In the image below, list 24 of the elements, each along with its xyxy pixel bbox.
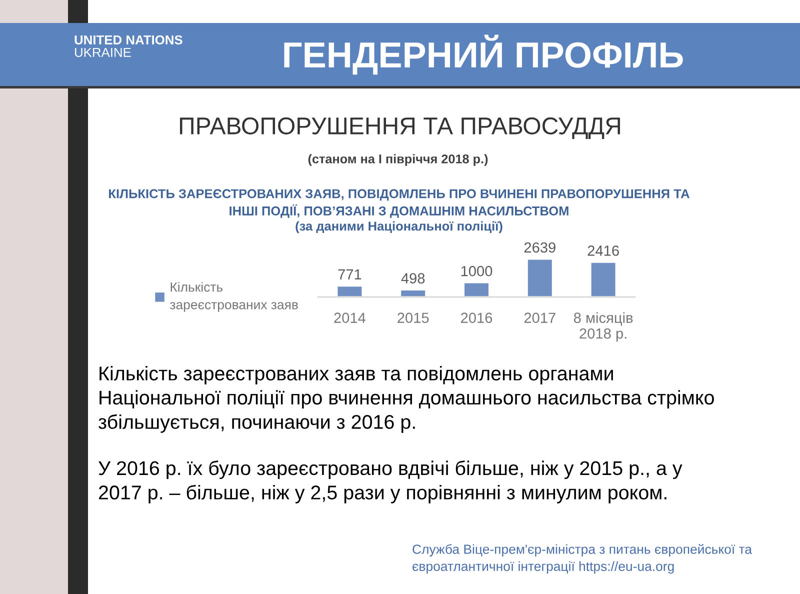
chart-title: ПРАВОПОРУШЕННЯ ТА ПРАВОСУДДЯ — [180, 117, 620, 139]
text: У 2016 р. їх було зареєстровано вдвічі більше, ніж у 2015 р., а у 2017 р. – більше, ніж у 2,5 рази у порівнянні з минулим роком. — [98, 460, 682, 504]
data-label: 1000 — [461, 266, 492, 276]
bar — [526, 259, 554, 297]
x-tick-label: 8 місяців 2018 р. — [574, 312, 633, 342]
bar — [400, 289, 426, 297]
text: Кількість зареєстрованих заяв та повідомлень органами Національної поліції про вчинення домашнього насильства стрімко збільшується, починаючи з 2016 р. — [98, 366, 714, 433]
bar — [463, 282, 490, 297]
legend-label: Кількість зареєстрованих заяв — [170, 282, 298, 312]
data-label: 498 — [401, 273, 425, 284]
data-label: 2416 — [588, 246, 619, 256]
bar — [336, 285, 364, 297]
text: Служба Віце-прем'єр-міністра з питань європейської та євроатлантичної інтеграції https://eu-ua.org — [412, 544, 752, 574]
x-tick-label: 2014 — [334, 312, 366, 323]
text: КІЛЬКІСТЬ ЗАРЕЄСТРОВАНИХ ЗАЯВ, ПОВІДОМЛЕНЬ ПРО ВЧИНЕНІ ПРАВОПОРУШЕННЯ ТА ІНШІ ПОДІЇ, ПОВ’ЯЗАНІ З ДОМАШНІМ НАСИЛЬСТВОМ (за даними Національної поліції) — [109, 189, 690, 234]
x-tick-label: 2017 — [524, 312, 556, 323]
text: ГЕНДЕРНИЙ ПРОФІЛЬ — [284, 34, 683, 75]
x-tick-label: 2015 — [398, 312, 429, 323]
data-label: 771 — [338, 269, 362, 280]
bar — [590, 262, 617, 297]
chart-subtitle: (станом на I півріччя 2018 р.) — [308, 154, 488, 166]
data-label: 2639 — [524, 242, 556, 253]
x-tick-label: 2016 — [461, 312, 492, 323]
text: UNITED NATIONS UKRAINE — [74, 35, 182, 57]
